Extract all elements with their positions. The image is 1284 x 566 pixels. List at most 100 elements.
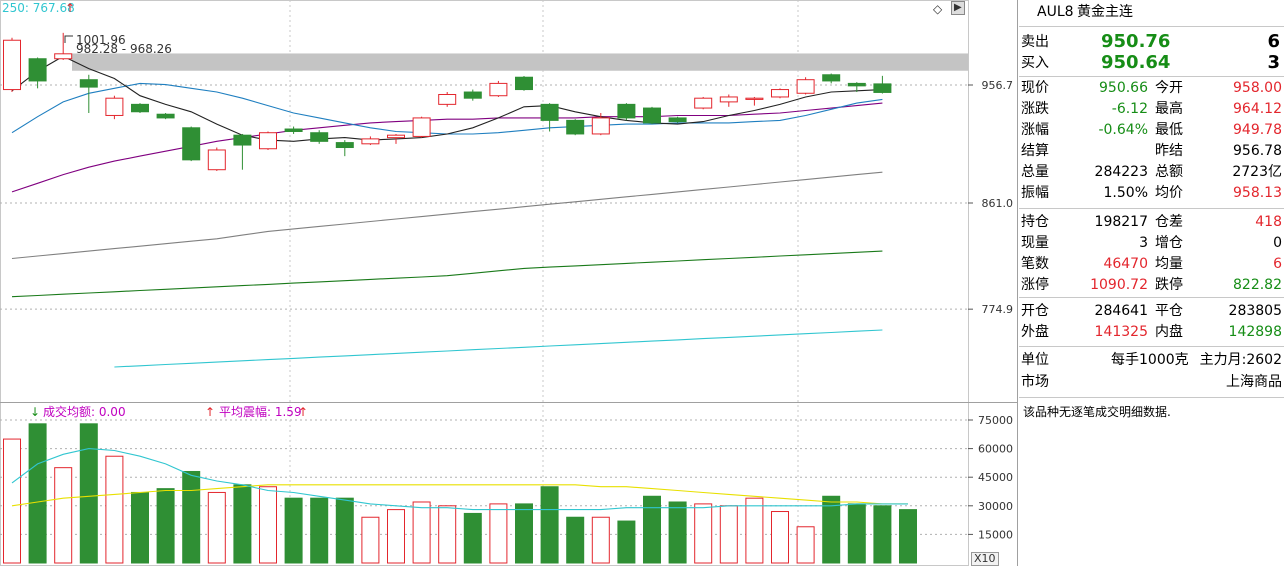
kline-chart[interactable]: 956.7 861.0 774.9 75000 60000 45000 30000 15000… xyxy=(0,0,1018,566)
volume-bar xyxy=(873,505,892,564)
volume-bar xyxy=(515,503,533,564)
volume-bar xyxy=(387,509,405,564)
quote-value: 46470 xyxy=(1103,256,1148,272)
play-button[interactable] xyxy=(951,1,965,15)
volume-bar xyxy=(233,484,252,564)
volume-bar xyxy=(438,505,457,564)
volume-bar xyxy=(335,497,354,564)
volume-bar xyxy=(156,488,175,564)
unit-label: 单位 xyxy=(1021,352,1049,368)
ma120-line xyxy=(11,250,883,298)
volume-bar xyxy=(463,512,482,564)
candle-body xyxy=(28,58,47,82)
volume-bar xyxy=(591,516,610,564)
volume-tick-label: 30000 xyxy=(978,500,1013,513)
candle-body xyxy=(182,127,201,161)
price-tick-label: 956.7 xyxy=(982,79,1014,92)
volume-bar xyxy=(361,516,380,564)
candle-body xyxy=(745,97,764,100)
quote-label: 涨跌 xyxy=(1021,101,1049,117)
quote-value: 142898 xyxy=(1228,324,1282,340)
quote-value: 284641 xyxy=(1094,303,1148,319)
candle-body xyxy=(233,134,252,146)
market-label: 市场 xyxy=(1021,374,1049,390)
quote-panel: AUL8 黄金主连 卖出 950.76 6 买入 950.64 3 现价 950.… xyxy=(1019,0,1284,566)
candle-body xyxy=(873,83,892,93)
volume-bar xyxy=(796,526,815,564)
candle-body xyxy=(771,89,789,98)
quote-value: 958.00 xyxy=(1233,80,1282,96)
quote-value: 950.66 xyxy=(1099,80,1148,96)
sell-volume: 6 xyxy=(1267,31,1280,52)
volume-bar xyxy=(771,511,789,564)
candle-body xyxy=(566,119,585,135)
quote-label: 总额 xyxy=(1155,164,1183,180)
candle-body xyxy=(412,117,431,137)
main-month: 主力月:2602 xyxy=(1199,352,1282,368)
quote-label: 跌停 xyxy=(1155,277,1183,293)
high-label: 1001.96 xyxy=(76,33,126,47)
candle-body xyxy=(3,39,21,91)
volume-bar xyxy=(822,495,841,564)
quote-value: 2723亿 xyxy=(1232,164,1282,180)
buy-volume: 3 xyxy=(1267,52,1280,73)
quote-label: 今开 xyxy=(1155,80,1183,96)
volume-bar xyxy=(284,497,303,564)
quote-label: 外盘 xyxy=(1021,324,1049,340)
candle-body xyxy=(361,138,380,145)
candle-body xyxy=(259,132,277,150)
candle-body xyxy=(438,93,457,105)
candle-body xyxy=(540,103,559,121)
quote-value: -6.12 xyxy=(1111,101,1148,117)
volume-bar xyxy=(566,516,585,564)
volume-bar xyxy=(79,423,98,564)
up-arrow-icon: ↑ xyxy=(205,405,216,419)
quote-value: -0.64% xyxy=(1098,122,1148,138)
volume-ma5-line xyxy=(11,448,908,511)
quote-value: 964.12 xyxy=(1233,101,1282,117)
volume-tick-label: 75000 xyxy=(978,414,1013,427)
quote-value: 956.78 xyxy=(1233,143,1282,159)
volume-bar xyxy=(899,509,917,564)
volume-bar xyxy=(259,486,277,564)
buy-price: 950.64 xyxy=(1101,52,1171,73)
up-arrow-icon: ↑ xyxy=(298,405,309,419)
volume-bar xyxy=(207,491,226,564)
volume-bar xyxy=(131,491,149,564)
candle-body xyxy=(515,76,533,91)
candle-body xyxy=(335,142,354,149)
quote-label: 内盘 xyxy=(1155,324,1183,340)
volume-bar xyxy=(745,497,764,564)
quote-value: 949.78 xyxy=(1233,122,1282,138)
volume-bar xyxy=(3,438,21,564)
candle-body xyxy=(719,96,738,103)
volume-bar xyxy=(105,455,124,564)
sell-label: 卖出 xyxy=(1021,34,1049,50)
volume-ma10-line xyxy=(11,484,908,507)
candle-body xyxy=(131,103,149,113)
volume-bar xyxy=(412,501,431,564)
unit-value: 每手1000克 xyxy=(1111,352,1189,368)
high-marker xyxy=(64,35,73,43)
volume-bar xyxy=(54,467,73,564)
volume-unit: X10 xyxy=(971,552,999,566)
candle-body xyxy=(207,149,226,171)
up-arrow-icon: ↑ xyxy=(65,1,76,15)
chart-canvas[interactable]: 956.7 861.0 774.9 75000 60000 45000 30000 15000 xyxy=(0,0,1018,566)
quote-label: 昨结 xyxy=(1155,143,1183,159)
candle-body xyxy=(284,128,303,132)
quote-label: 涨停 xyxy=(1021,277,1049,293)
candle-body xyxy=(79,79,98,88)
quote-label: 现价 xyxy=(1021,80,1049,96)
quote-label: 振幅 xyxy=(1021,185,1049,201)
play-icon: ▶ xyxy=(954,2,962,13)
quote-label: 持仓 xyxy=(1021,214,1049,230)
quote-value: 198217 xyxy=(1094,214,1148,230)
diamond-icon[interactable]: ◇ xyxy=(933,2,943,16)
quote-value: 3 xyxy=(1139,235,1148,251)
down-arrow-icon: ↓ xyxy=(30,405,41,419)
ma5-line xyxy=(11,55,883,142)
sell-price: 950.76 xyxy=(1101,31,1171,52)
quote-value: 1.50% xyxy=(1103,185,1148,201)
quote-value: 1090.72 xyxy=(1090,277,1148,293)
